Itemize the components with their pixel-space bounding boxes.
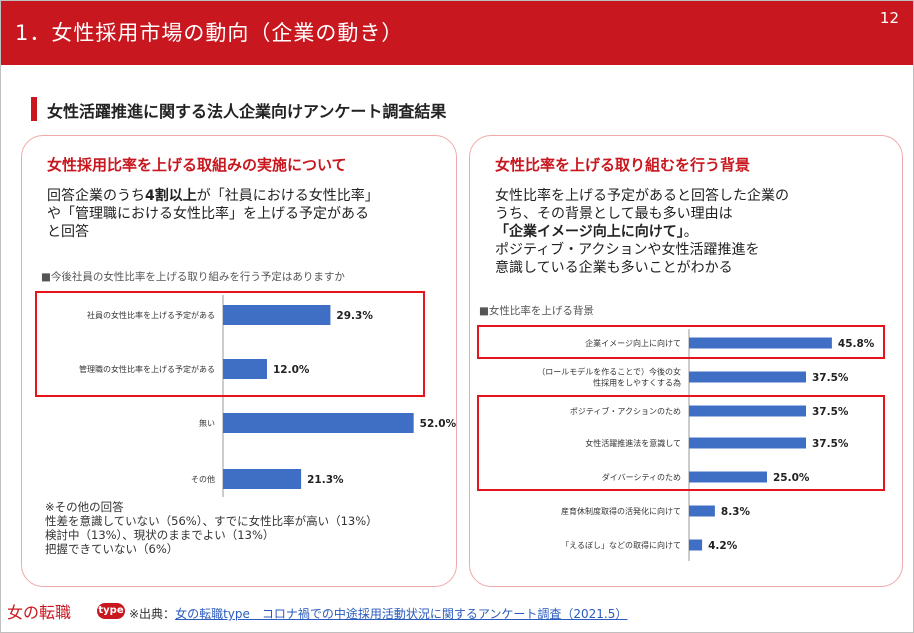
value-label: 45.8% — [838, 338, 875, 350]
left-panel-body: 回答企業のうち4割以上が「社員における女性比率」 や「管理職における女性比率」を… — [47, 187, 379, 241]
category-label: ポジティブ・アクションのため — [570, 406, 681, 416]
source-prefix: ※出典： — [129, 607, 176, 621]
bar — [223, 469, 302, 489]
value-label: 8.3% — [721, 506, 751, 518]
bar — [223, 359, 267, 379]
value-label: 12.0% — [273, 364, 310, 376]
category-label: 管理職の女性比率を上げる予定がある — [79, 364, 215, 374]
bar — [223, 413, 414, 433]
right-panel-body: 女性比率を上げる予定があると回答した企業の うち、その背景として最も多い理由は … — [495, 187, 789, 277]
category-label: 企業イメージ向上に向けて — [585, 338, 681, 348]
bar — [689, 539, 703, 551]
left-body-text: が「社員における女性比率」 — [196, 188, 379, 204]
left-body-line-3: と回答 — [47, 224, 89, 240]
bar — [689, 437, 806, 449]
bar — [689, 371, 806, 383]
right-highlight-box-top — [477, 325, 885, 359]
left-body-emphasis: 4割以上 — [145, 188, 197, 204]
category-label: 社員の女性比率を上げる予定がある — [87, 310, 215, 320]
value-label: 4.2% — [708, 540, 738, 552]
value-label: 21.3% — [307, 474, 344, 486]
brand-logo: 女の転職 — [7, 603, 72, 622]
left-highlight-box — [35, 291, 425, 397]
left-body-line-2: や「管理職における女性比率」を上げる予定がある — [47, 206, 369, 222]
right-panel — [469, 135, 903, 587]
page-number: 12 — [879, 9, 899, 27]
notes-line: 検討中（13%）、現状のままでよい（13%） — [45, 528, 275, 542]
right-body-line-5: 意識している企業も多いことがわかる — [495, 260, 733, 276]
value-label: 37.5% — [812, 438, 849, 450]
bar — [689, 405, 806, 417]
left-question-label: ■今後社員の女性比率を上げる取り組みを行う予定はありますか — [41, 271, 345, 283]
source-citation: ※出典：女の転職type コロナ禍での中途採用活動状況に関するアンケート調査（2… — [129, 605, 627, 622]
left-body-line-1: 回答企業のうち4割以上が「社員における女性比率」 — [47, 187, 379, 205]
notes-line: 性差を意識していない（56%）、すでに女性比率が高い（13%） — [45, 514, 378, 528]
right-body-line-2: うち、その背景として最も多い理由は — [495, 206, 733, 222]
right-body-line-1: 女性比率を上げる予定があると回答した企業の — [495, 188, 789, 204]
right-body-emphasis: 「企業イメージ向上に向けて」 — [495, 224, 684, 240]
category-label: 無い — [199, 418, 215, 428]
section-title: 女性活躍推進に関する法人企業向けアンケート調査結果 — [47, 102, 447, 121]
category-label: （ロールモデルを作ることで）今後の女 — [537, 367, 681, 377]
right-body-text: 。 — [683, 224, 698, 240]
category-label: 女性活躍推進法を意識して — [585, 438, 681, 448]
section-accent-bar — [31, 97, 37, 121]
right-body-line-4: ポジティブ・アクションや女性活躍推進を — [495, 242, 760, 258]
category-label: 性採用をしやすくする為 — [593, 378, 681, 388]
category-label: ダイバーシティのため — [602, 472, 681, 482]
category-label: 「えるぼし」などの取得に向けて — [561, 540, 681, 550]
value-label: 29.3% — [336, 310, 373, 322]
right-body-line-3: 「企業イメージ向上に向けて」。 — [495, 223, 789, 241]
category-label: 産育休制度取得の活発化に向けて — [561, 506, 681, 516]
left-panel-heading: 女性採用比率を上げる取組みの実施について — [47, 156, 347, 174]
right-question-label: ■女性比率を上げる背景 — [479, 305, 594, 317]
left-notes: ※その他の回答 性差を意識していない（56%）、すでに女性比率が高い（13%） … — [45, 500, 378, 556]
slide-title: 1．女性採用市場の動向（企業の動き） — [15, 21, 404, 45]
bar — [223, 305, 331, 325]
notes-heading: ※その他の回答 — [45, 500, 124, 514]
category-label: その他 — [191, 474, 215, 484]
value-label: 37.5% — [812, 372, 849, 384]
brand-type-badge: type — [97, 603, 125, 619]
slide-header: 1．女性採用市場の動向（企業の動き） 12 — [1, 1, 913, 65]
source-link[interactable]: 女の転職type コロナ禍での中途採用活動状況に関するアンケート調査（2021.… — [175, 607, 628, 621]
notes-line: 把握できていない（6%） — [45, 542, 179, 556]
value-label: 25.0% — [773, 472, 810, 484]
bar — [689, 505, 715, 517]
right-panel-heading: 女性比率を上げる取り組むを行う背景 — [495, 156, 751, 174]
right-bar-chart: 企業イメージ向上に向けて 45.8% （ロールモデルを作ることで）今後の女性採用をし… — [537, 329, 875, 561]
left-body-text: 回答企業のうち — [47, 188, 145, 204]
bar — [689, 471, 767, 483]
value-label: 52.0% — [420, 418, 457, 430]
left-bar-chart: 社員の女性比率を上げる予定がある 29.3% 管理職の女性比率を上げる予定がある 12… — [79, 295, 457, 497]
value-label: 37.5% — [812, 406, 849, 418]
right-highlight-box-middle — [477, 395, 885, 491]
bar — [689, 337, 832, 349]
